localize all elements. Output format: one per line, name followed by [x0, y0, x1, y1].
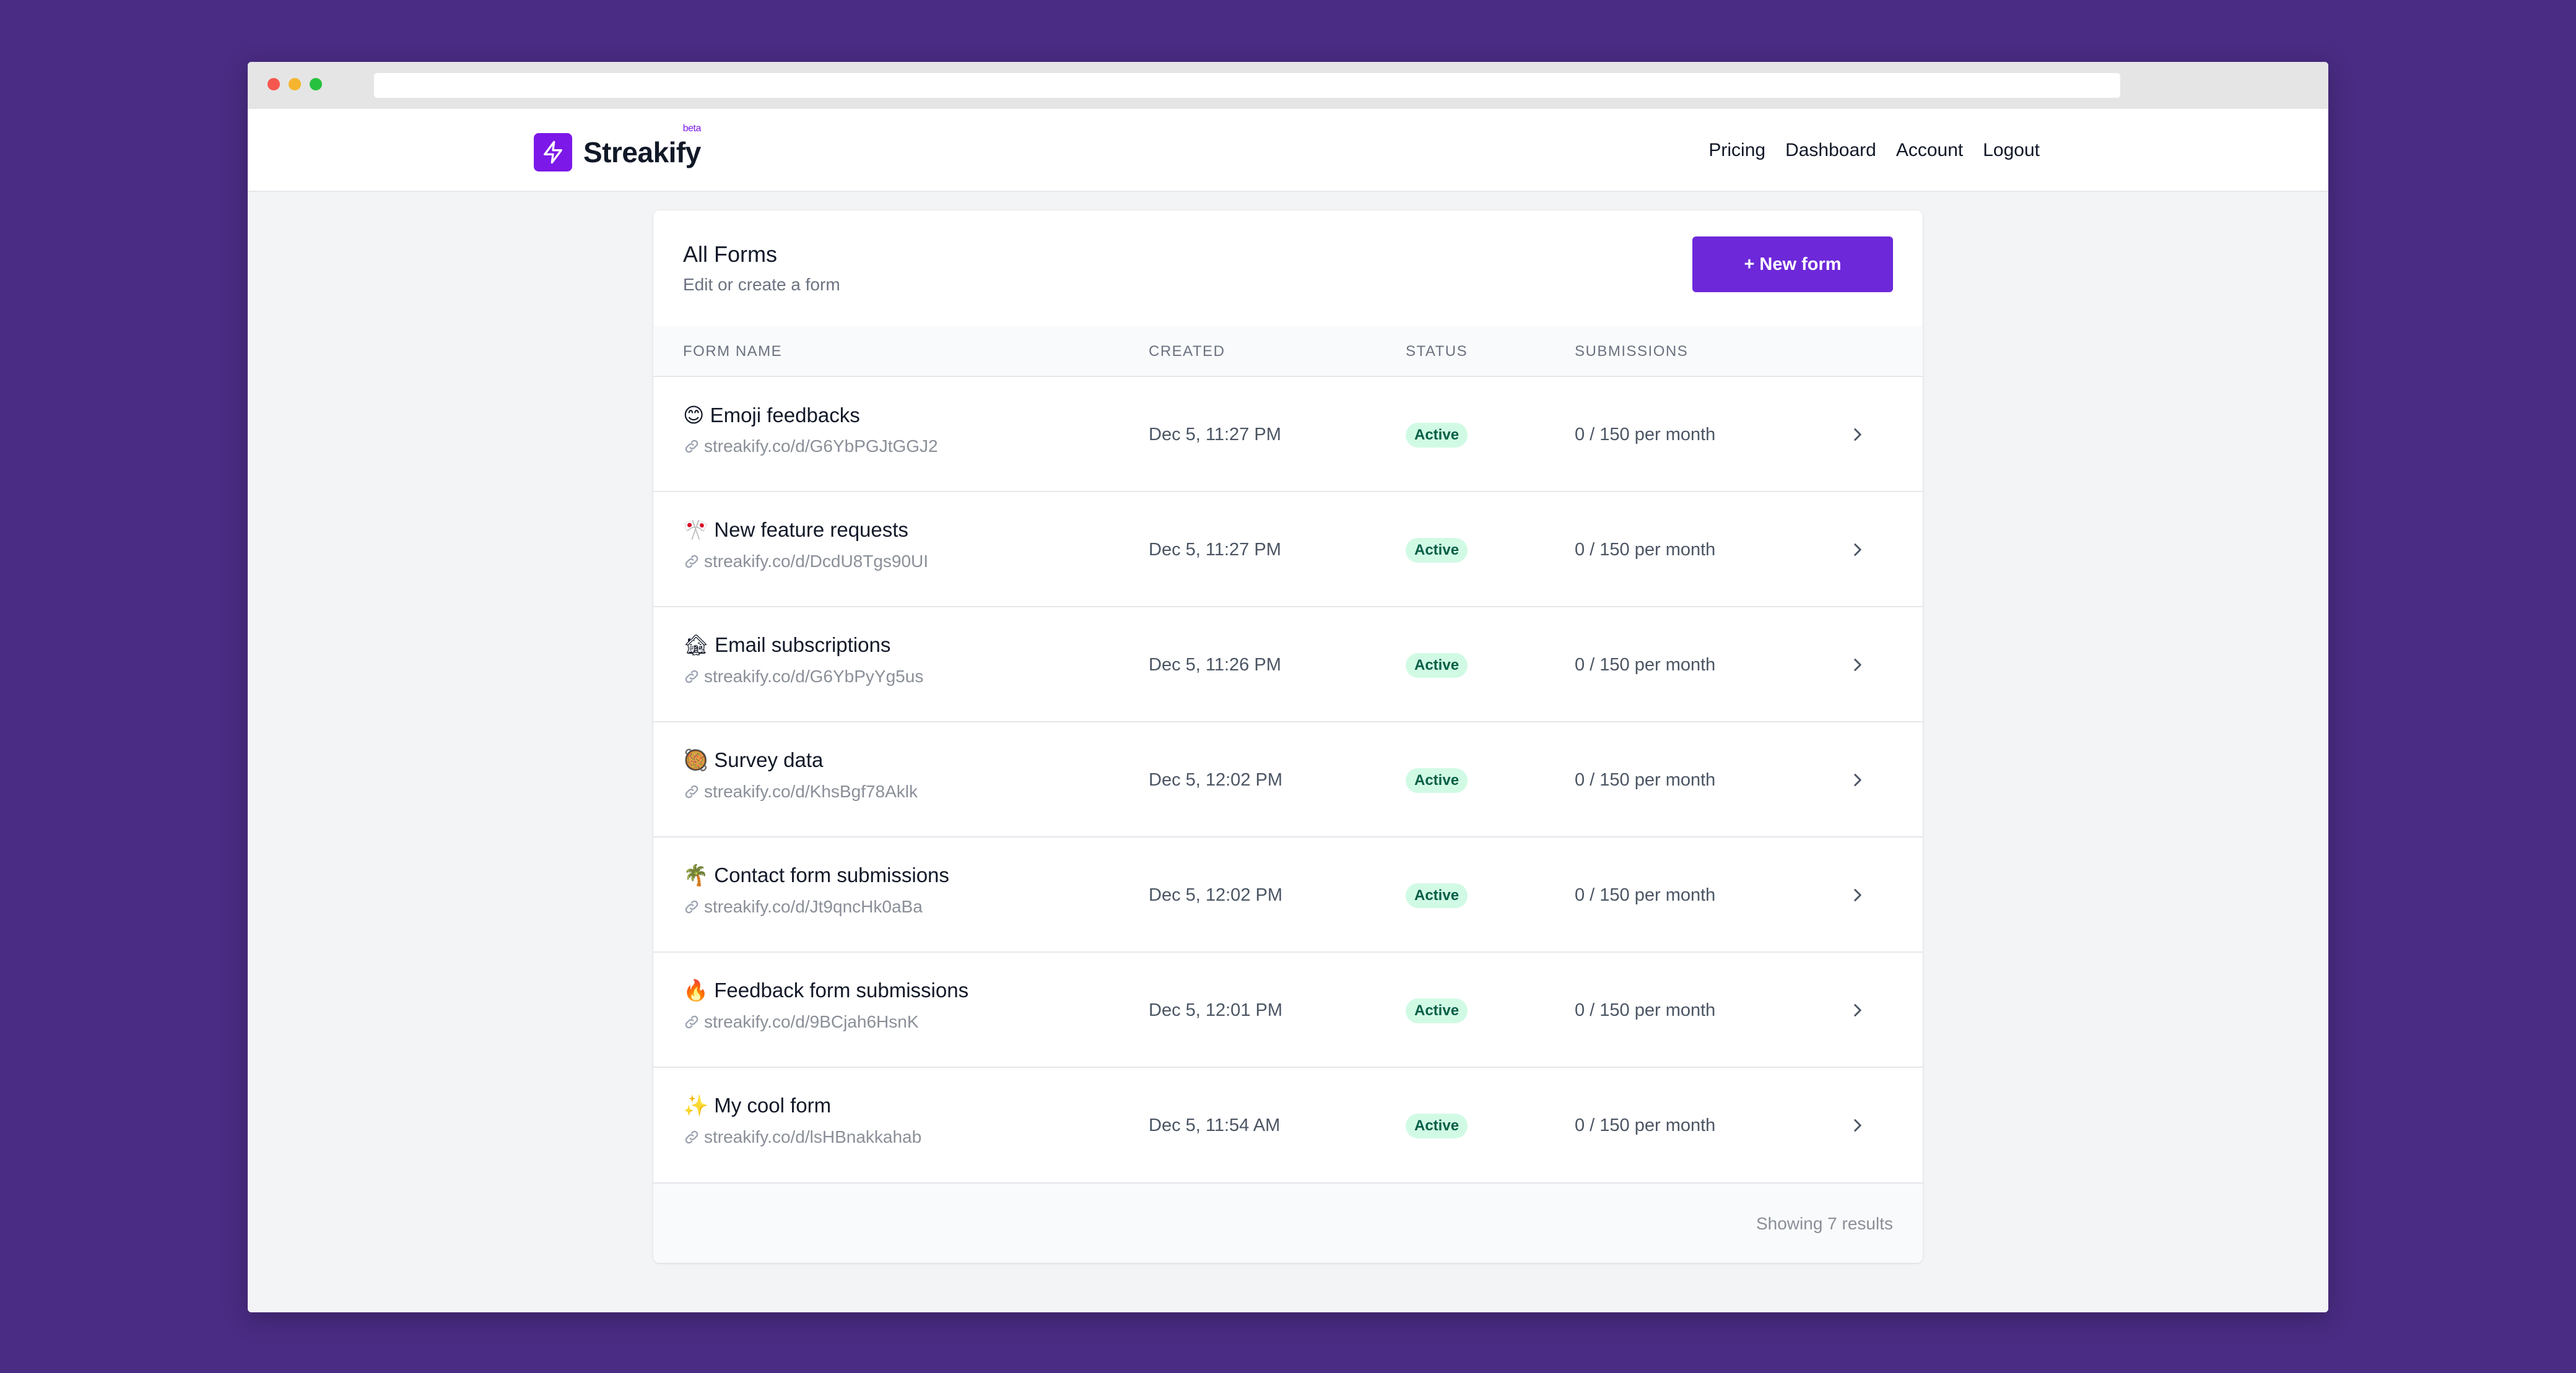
submissions-count: 0 / 150 per month — [1575, 655, 1716, 675]
chevron-right-icon[interactable] — [1847, 1000, 1868, 1021]
form-share-link[interactable]: streakify.co/d/9BCjah6HsnK — [683, 1012, 919, 1032]
created-date: Dec 5, 11:54 AM — [1149, 1115, 1281, 1135]
column-header-form-name: FORM NAME — [683, 343, 783, 360]
nav-link-logout[interactable]: Logout — [1983, 140, 2040, 160]
status-badge: Active — [1406, 998, 1468, 1023]
browser-window: Streakify beta Pricing Dashboard Account… — [248, 62, 2328, 1312]
form-emoji-icon: 🔥 — [683, 979, 709, 1002]
chevron-right-icon[interactable] — [1847, 1115, 1868, 1136]
link-icon — [685, 555, 698, 568]
lightning-bolt-icon — [534, 133, 572, 171]
link-icon — [685, 1130, 698, 1144]
submissions-count: 0 / 150 per month — [1575, 540, 1716, 560]
table-footer: Showing 7 results — [653, 1182, 1923, 1263]
status-badge: Active — [1406, 653, 1468, 678]
column-header-submissions: SUBMISSIONS — [1575, 343, 1689, 360]
form-name[interactable]: 🏚 Email subscriptions — [683, 633, 891, 656]
browser-titlebar — [248, 62, 2328, 109]
new-form-button[interactable]: + New form — [1692, 236, 1893, 292]
brand-logo[interactable]: Streakify beta — [534, 123, 701, 172]
submissions-count: 0 / 150 per month — [1575, 885, 1716, 905]
nav-link-account[interactable]: Account — [1895, 140, 1964, 160]
form-name[interactable]: 🥘 Survey data — [683, 748, 824, 771]
table-row[interactable]: 🎌 New feature requests streakify.co/d/Dc… — [653, 492, 1923, 607]
form-name[interactable]: 🎌 New feature requests — [683, 518, 908, 541]
form-name[interactable]: 😊 Emoji feedbacks — [683, 404, 860, 427]
column-header-status: STATUS — [1406, 343, 1468, 360]
nav-link-dashboard[interactable]: Dashboard — [1785, 140, 1876, 160]
chevron-right-icon[interactable] — [1847, 424, 1868, 445]
close-window-button[interactable] — [268, 78, 280, 90]
maximize-window-button[interactable] — [310, 78, 322, 90]
top-navigation: Streakify beta Pricing Dashboard Account… — [248, 109, 2328, 192]
card-header: All Forms Edit or create a form + New fo… — [653, 210, 1923, 326]
forms-card: All Forms Edit or create a form + New fo… — [653, 210, 1923, 1263]
form-name[interactable]: 🌴 Contact form submissions — [683, 864, 949, 886]
form-name[interactable]: 🔥 Feedback form submissions — [683, 979, 969, 1002]
created-date: Dec 5, 12:01 PM — [1149, 1000, 1282, 1020]
page-title: All Forms — [683, 241, 777, 267]
column-header-created: CREATED — [1149, 343, 1225, 360]
status-badge: Active — [1406, 768, 1468, 793]
table-row[interactable]: 🥘 Survey data streakify.co/d/KhsBgf78Akl… — [653, 722, 1923, 838]
form-share-link[interactable]: streakify.co/d/Jt9qncHk0aBa — [683, 897, 923, 917]
table-row[interactable]: ✨ My cool form streakify.co/d/lsHBnakkah… — [653, 1068, 1923, 1183]
form-emoji-icon: 🎌 — [683, 518, 709, 541]
table-row[interactable]: 🔥 Feedback form submissions streakify.co… — [653, 953, 1923, 1068]
chevron-right-icon[interactable] — [1847, 654, 1868, 675]
created-date: Dec 5, 11:27 PM — [1149, 425, 1281, 444]
submissions-count: 0 / 150 per month — [1575, 1000, 1716, 1020]
results-count: Showing 7 results — [1756, 1214, 1893, 1233]
forms-table-body: 😊 Emoji feedbacks streakify.co/d/G6YbPGJ… — [653, 377, 1923, 1183]
form-share-link[interactable]: streakify.co/d/lsHBnakkahab — [683, 1127, 921, 1147]
submissions-count: 0 / 150 per month — [1575, 425, 1716, 444]
new-form-label: + New form — [1744, 254, 1842, 274]
form-share-link[interactable]: streakify.co/d/G6YbPGJtGGJ2 — [683, 436, 938, 456]
status-badge: Active — [1406, 538, 1468, 563]
form-emoji-icon: ✨ — [683, 1094, 709, 1117]
status-badge: Active — [1406, 883, 1468, 908]
brand-name: Streakify beta — [583, 123, 701, 168]
link-icon — [685, 670, 698, 683]
form-emoji-icon: 🥘 — [683, 748, 709, 771]
chevron-right-icon[interactable] — [1847, 539, 1868, 560]
created-date: Dec 5, 12:02 PM — [1149, 770, 1282, 790]
beta-badge: beta — [682, 123, 702, 134]
table-row[interactable]: 😊 Emoji feedbacks streakify.co/d/G6YbPGJ… — [653, 377, 1923, 492]
created-date: Dec 5, 11:26 PM — [1149, 655, 1281, 675]
form-share-link[interactable]: streakify.co/d/DcdU8Tgs90UI — [683, 552, 928, 571]
table-header: FORM NAME CREATED STATUS SUBMISSIONS — [653, 326, 1923, 377]
table-row[interactable]: 🌴 Contact form submissions streakify.co/… — [653, 838, 1923, 953]
form-name[interactable]: ✨ My cool form — [683, 1094, 832, 1117]
link-icon — [685, 785, 698, 799]
status-badge: Active — [1406, 423, 1468, 448]
address-bar[interactable] — [374, 73, 2120, 98]
created-date: Dec 5, 12:02 PM — [1149, 885, 1282, 905]
link-icon — [685, 440, 698, 453]
minimize-window-button[interactable] — [289, 78, 301, 90]
nav-link-pricing[interactable]: Pricing — [1708, 140, 1766, 160]
link-icon — [685, 900, 698, 914]
nav-links: Pricing Dashboard Account Logout — [1708, 109, 2040, 192]
form-share-link[interactable]: streakify.co/d/G6YbPyYg5us — [683, 667, 923, 686]
form-emoji-icon: 🏚 — [683, 633, 709, 656]
submissions-count: 0 / 150 per month — [1575, 1115, 1716, 1135]
page-subtitle: Edit or create a form — [683, 275, 840, 294]
chevron-right-icon[interactable] — [1847, 769, 1868, 790]
form-emoji-icon: 🌴 — [683, 864, 709, 886]
status-badge: Active — [1406, 1114, 1468, 1138]
link-icon — [685, 1015, 698, 1029]
created-date: Dec 5, 11:27 PM — [1149, 540, 1281, 560]
form-share-link[interactable]: streakify.co/d/KhsBgf78Aklk — [683, 782, 918, 802]
chevron-right-icon[interactable] — [1847, 885, 1868, 906]
submissions-count: 0 / 150 per month — [1575, 770, 1716, 790]
table-row[interactable]: 🏚 Email subscriptions streakify.co/d/G6Y… — [653, 607, 1923, 722]
form-emoji-icon: 😊 — [683, 404, 705, 427]
